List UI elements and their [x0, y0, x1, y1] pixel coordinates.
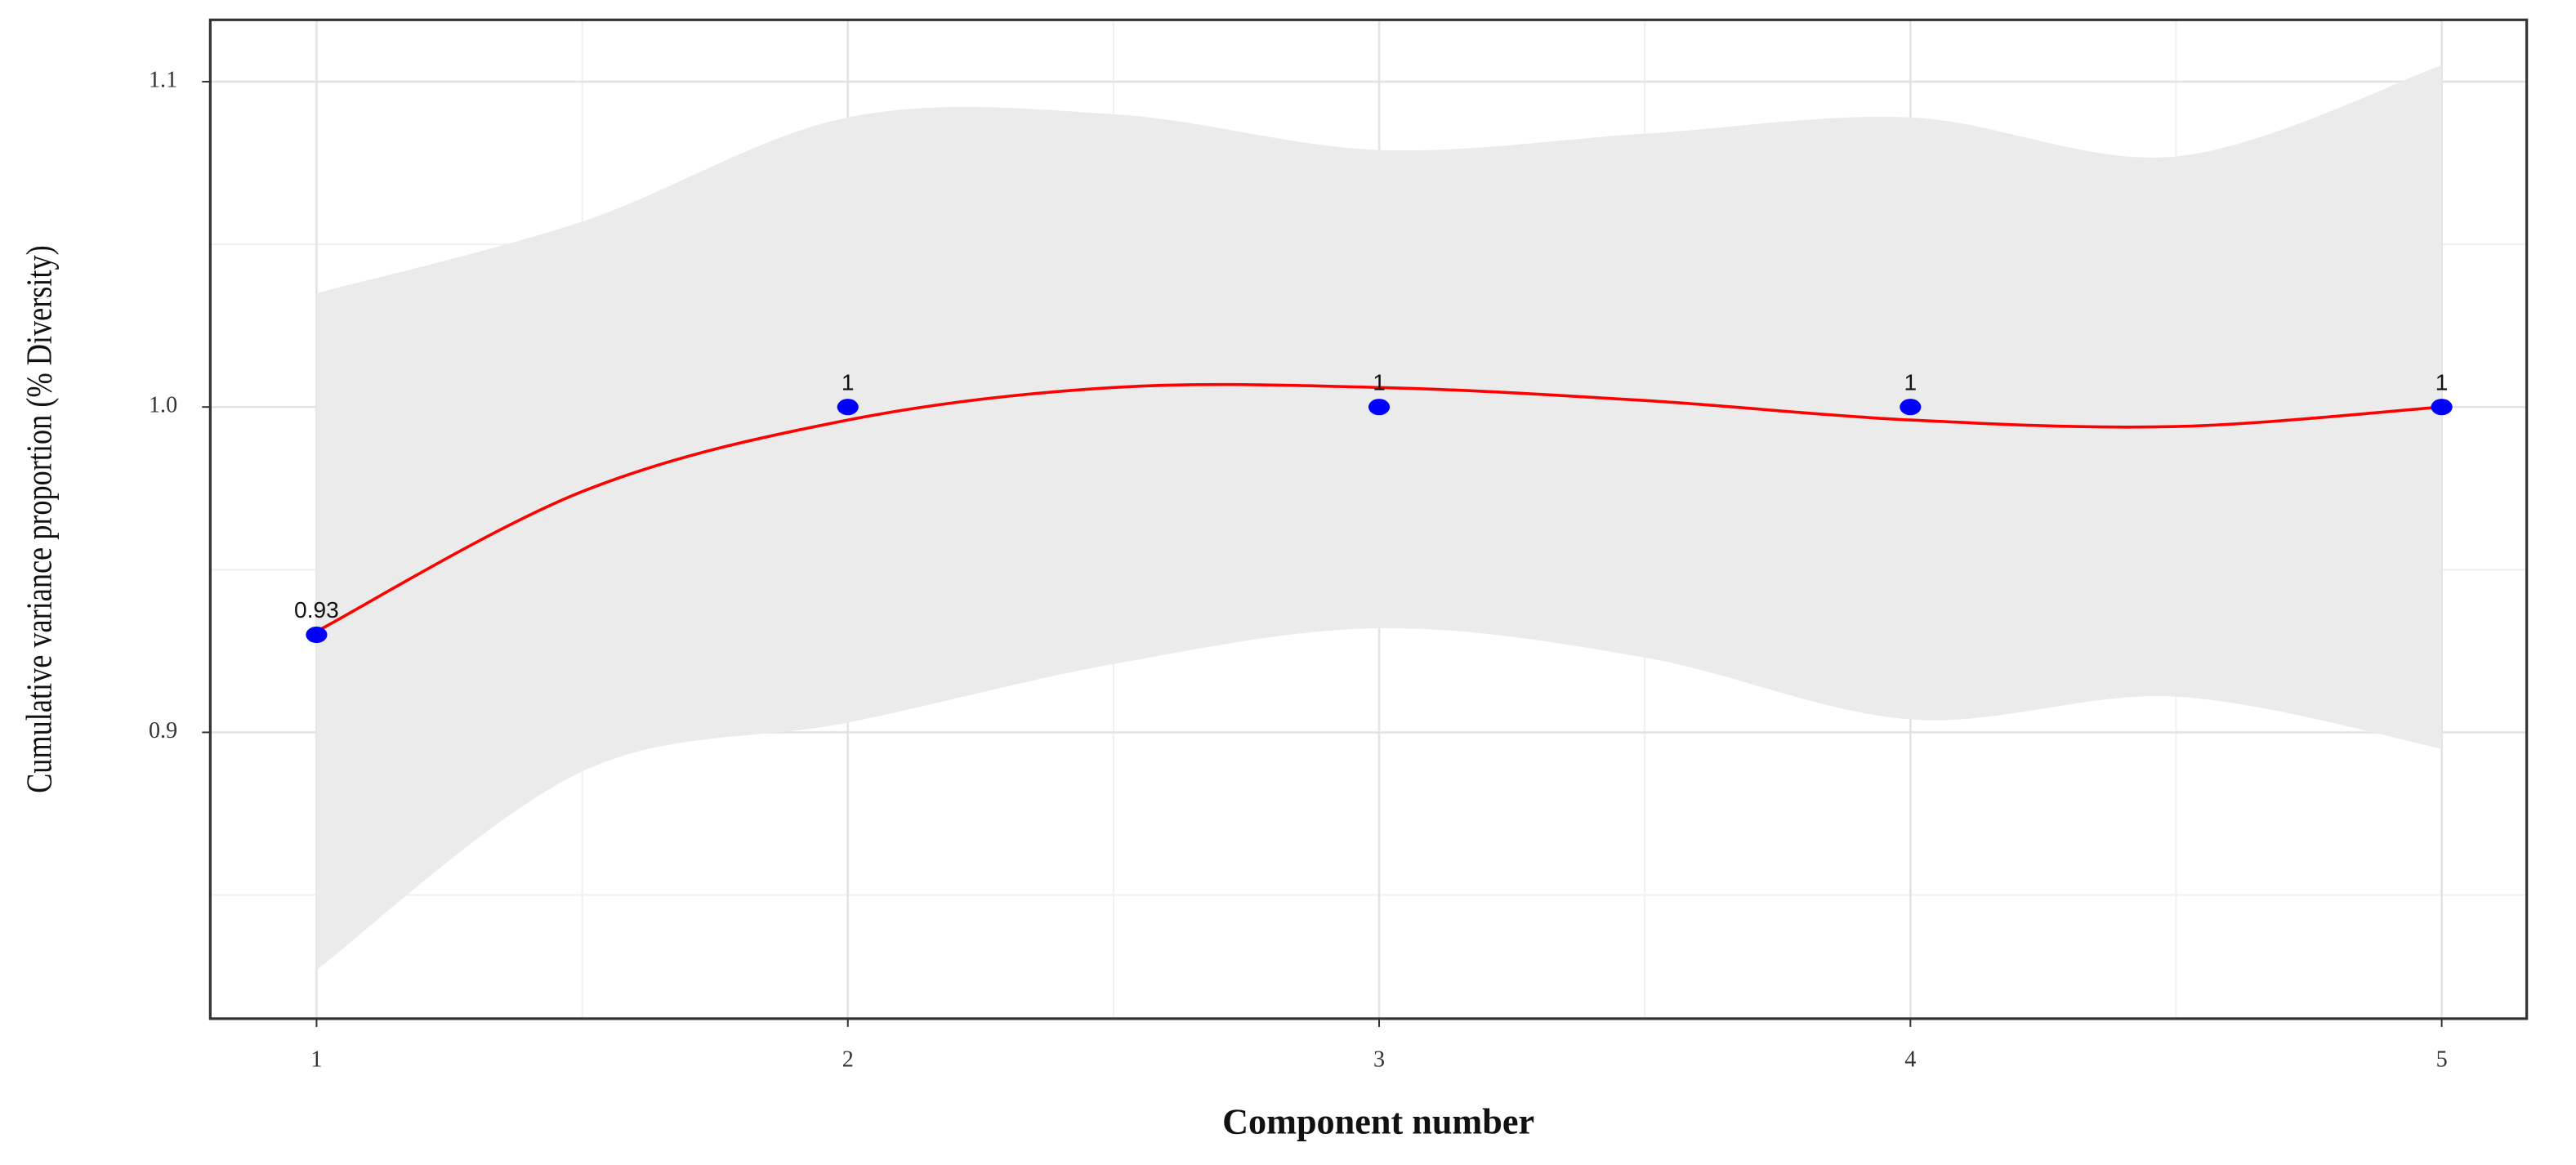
- y-tick-label: 1.1: [149, 67, 177, 92]
- x-tick-label: 5: [2436, 1047, 2448, 1073]
- point: [837, 399, 859, 416]
- y-tick-label: 0.9: [149, 718, 177, 743]
- confidence-band: [316, 65, 2442, 971]
- data-label: 1: [1373, 369, 1386, 395]
- x-tick-label: 2: [842, 1047, 854, 1073]
- x-tick-label: 3: [1373, 1047, 1385, 1073]
- y-axis-title: Cumulative variance proportion (% Divers…: [19, 245, 59, 793]
- data-label: 1: [1904, 369, 1917, 395]
- point: [1368, 399, 1391, 416]
- x-tick-label: 4: [1904, 1047, 1916, 1073]
- x-tick-label: 1: [310, 1047, 322, 1073]
- smooth-line: [315, 382, 2442, 633]
- data-label: 1: [2435, 369, 2449, 395]
- data-label: 1: [842, 369, 855, 395]
- point: [2431, 399, 2453, 416]
- panel-border: [208, 18, 2529, 1020]
- x-axis-title: Component number: [1222, 1102, 1534, 1142]
- data-label: 0.93: [294, 597, 339, 623]
- point: [306, 626, 328, 644]
- point: [1900, 399, 1922, 416]
- y-tick-label: 1.0: [149, 393, 177, 418]
